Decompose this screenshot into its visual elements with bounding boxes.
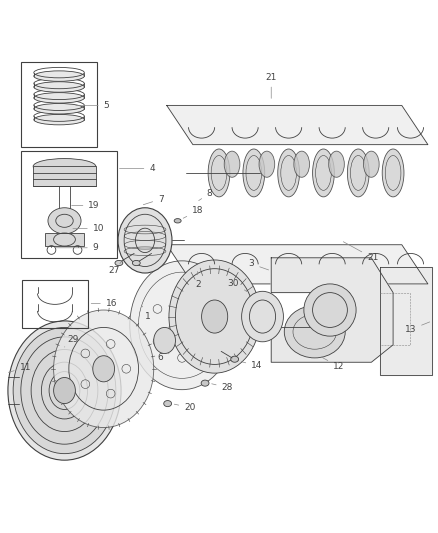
Ellipse shape (130, 261, 234, 390)
Ellipse shape (259, 151, 275, 177)
Text: 28: 28 (212, 383, 233, 392)
Ellipse shape (8, 321, 121, 460)
Ellipse shape (294, 151, 310, 177)
Ellipse shape (118, 208, 172, 273)
Text: 2: 2 (195, 271, 201, 289)
Text: 8: 8 (199, 189, 212, 200)
Text: 30: 30 (228, 279, 246, 291)
Ellipse shape (278, 149, 300, 197)
Text: 21: 21 (265, 72, 277, 98)
Text: 29: 29 (64, 335, 79, 347)
Ellipse shape (304, 284, 356, 336)
Ellipse shape (201, 300, 228, 333)
Polygon shape (167, 245, 428, 284)
Ellipse shape (34, 93, 84, 103)
Text: 4: 4 (120, 164, 155, 173)
Text: 20: 20 (174, 403, 195, 412)
Ellipse shape (382, 149, 404, 197)
Polygon shape (380, 266, 432, 375)
Ellipse shape (243, 149, 265, 197)
Ellipse shape (231, 356, 239, 362)
Text: 9: 9 (56, 243, 99, 252)
Text: 13: 13 (405, 322, 430, 334)
Ellipse shape (34, 71, 84, 82)
Polygon shape (271, 258, 393, 362)
Ellipse shape (208, 149, 230, 197)
Ellipse shape (174, 219, 181, 223)
Ellipse shape (242, 292, 283, 342)
Ellipse shape (347, 149, 369, 197)
Text: 11: 11 (8, 363, 31, 373)
Ellipse shape (284, 305, 345, 358)
Ellipse shape (224, 151, 240, 177)
Text: 19: 19 (72, 201, 100, 210)
Bar (33, 166, 96, 186)
Text: 7: 7 (143, 195, 164, 205)
Text: 10: 10 (73, 224, 104, 233)
Text: 3: 3 (249, 260, 268, 270)
Bar (45, 233, 84, 246)
Text: 12: 12 (321, 357, 344, 371)
Text: 18: 18 (183, 206, 204, 218)
Ellipse shape (313, 149, 334, 197)
Ellipse shape (13, 327, 116, 454)
Ellipse shape (201, 380, 209, 386)
Ellipse shape (34, 82, 84, 92)
Ellipse shape (164, 400, 172, 407)
Ellipse shape (115, 261, 123, 265)
Ellipse shape (34, 115, 84, 125)
Text: 16: 16 (91, 299, 117, 308)
Ellipse shape (33, 158, 96, 174)
Ellipse shape (154, 327, 176, 353)
Text: 21: 21 (343, 242, 378, 262)
Bar (21, 151, 117, 258)
Ellipse shape (169, 260, 260, 373)
Text: 1: 1 (142, 306, 151, 321)
Bar (21, 62, 97, 147)
Ellipse shape (53, 310, 154, 427)
Text: 6: 6 (157, 352, 169, 361)
Ellipse shape (48, 208, 81, 234)
Ellipse shape (53, 377, 75, 403)
Bar (22, 280, 88, 328)
Text: 14: 14 (241, 361, 263, 370)
Ellipse shape (132, 261, 140, 265)
Ellipse shape (364, 151, 379, 177)
Ellipse shape (328, 151, 344, 177)
Ellipse shape (93, 356, 115, 382)
Polygon shape (167, 106, 428, 144)
Text: 27: 27 (108, 262, 121, 276)
Ellipse shape (34, 103, 84, 114)
Text: 5: 5 (76, 101, 110, 110)
